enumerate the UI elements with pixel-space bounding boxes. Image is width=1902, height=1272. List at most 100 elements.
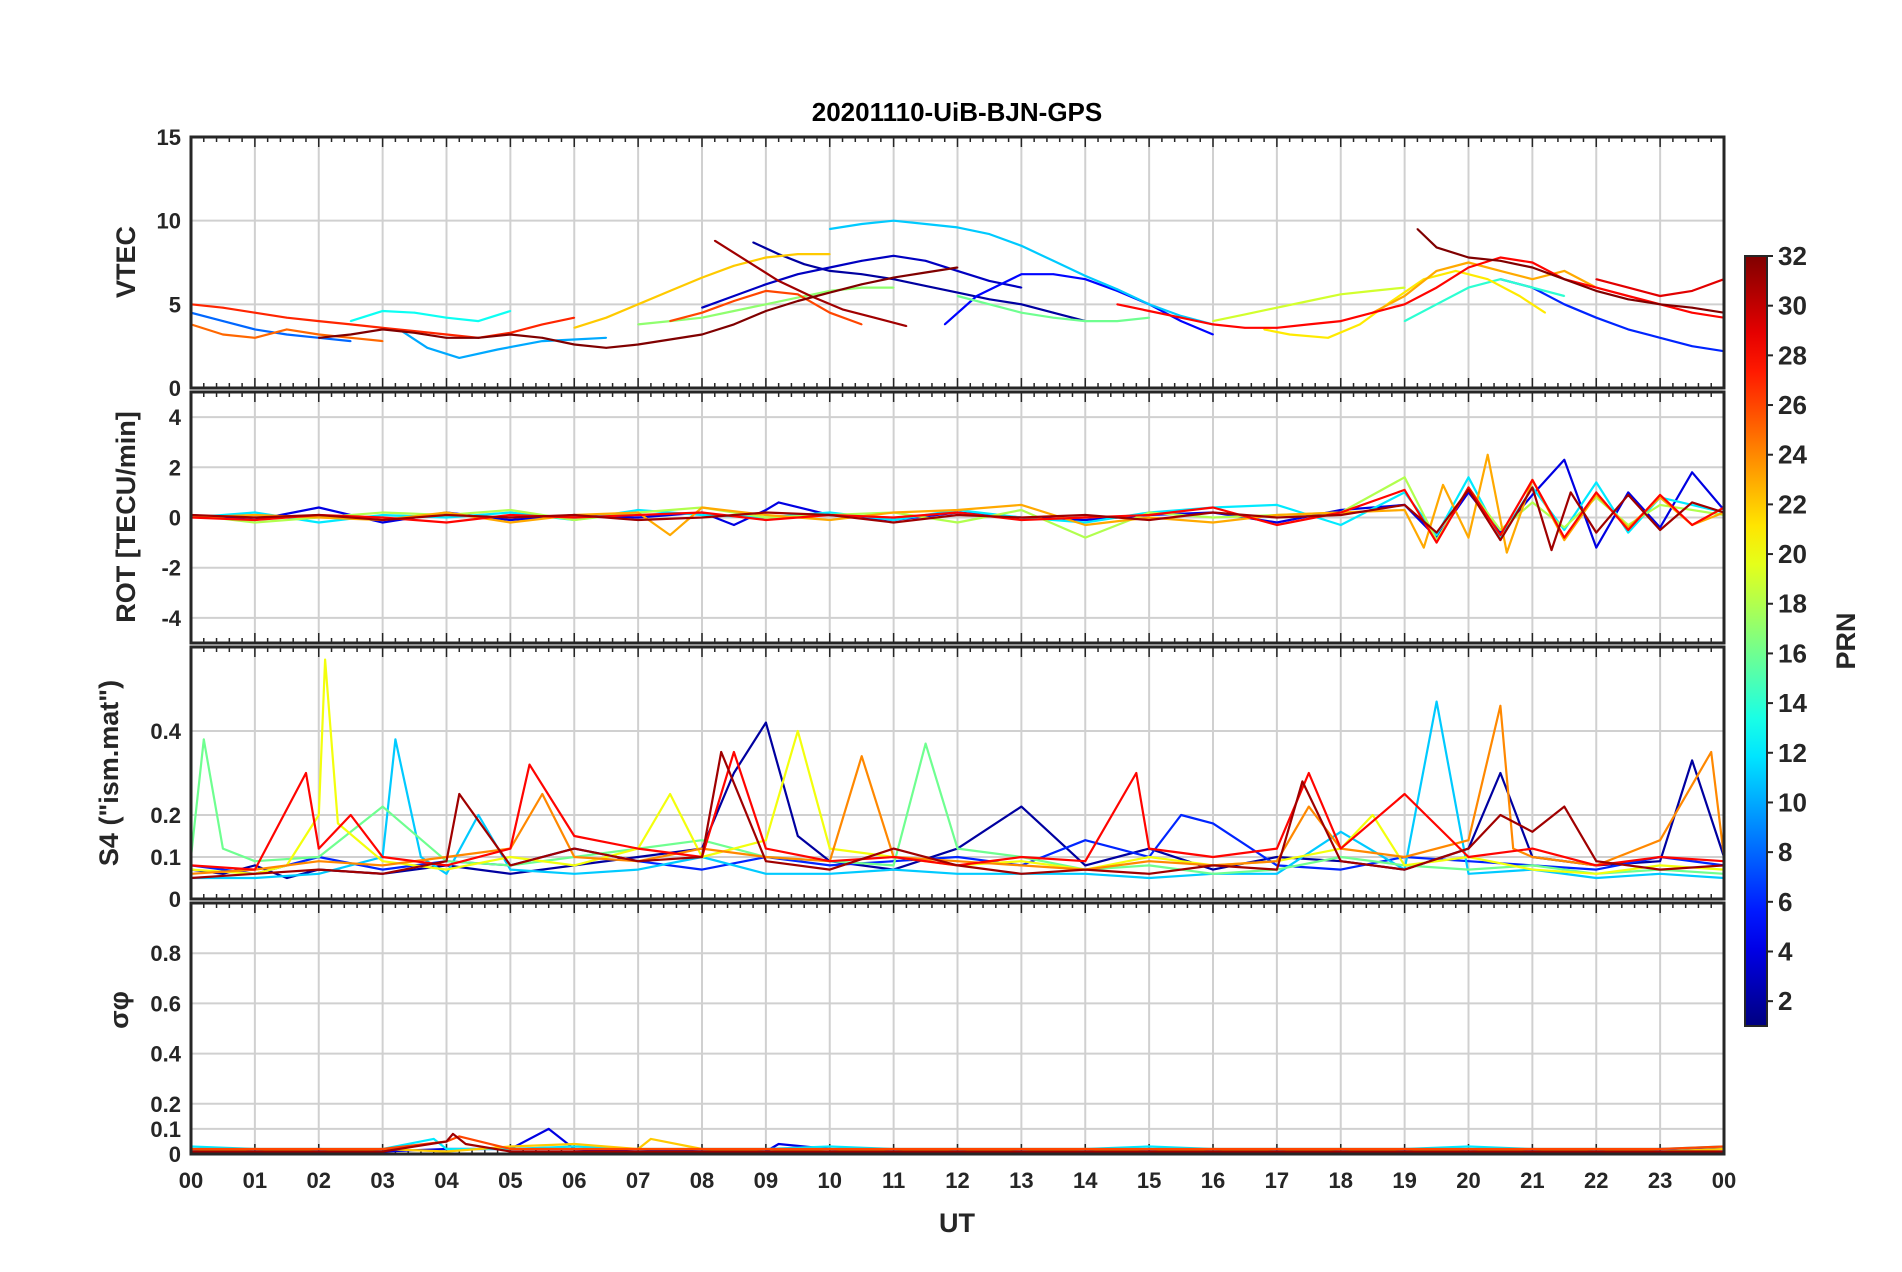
data-point bbox=[349, 323, 352, 326]
data-point bbox=[701, 516, 703, 519]
data-point bbox=[573, 864, 576, 867]
data-point bbox=[1212, 864, 1214, 867]
data-point bbox=[394, 738, 397, 741]
data-point bbox=[1595, 1148, 1598, 1150]
data-point bbox=[509, 847, 512, 850]
data-point bbox=[317, 516, 320, 519]
data-point bbox=[1275, 1148, 1278, 1150]
y-tick-label: 0 bbox=[169, 506, 181, 531]
data-point bbox=[1659, 868, 1662, 871]
data-point bbox=[1563, 269, 1566, 272]
data-point bbox=[1435, 541, 1438, 544]
data-point bbox=[1659, 872, 1662, 875]
data-point bbox=[1563, 278, 1566, 281]
data-point bbox=[509, 509, 512, 511]
data-point bbox=[445, 516, 448, 519]
x-tick-label: 04 bbox=[434, 1168, 459, 1193]
data-point bbox=[764, 1148, 767, 1150]
data-point bbox=[222, 333, 224, 336]
data-point bbox=[1467, 486, 1470, 489]
data-point bbox=[764, 514, 767, 516]
data-point bbox=[1339, 509, 1342, 511]
data-point bbox=[1499, 704, 1502, 707]
data-point bbox=[509, 864, 512, 867]
data-point bbox=[253, 860, 256, 863]
data-point bbox=[1020, 286, 1023, 289]
data-point bbox=[1148, 511, 1151, 514]
series-line-prn-6 bbox=[1500, 278, 1724, 353]
data-point bbox=[1595, 868, 1598, 871]
data-point bbox=[1212, 511, 1214, 514]
data-point bbox=[1212, 333, 1214, 336]
data-point bbox=[701, 839, 703, 842]
data-point bbox=[1084, 519, 1087, 521]
data-point bbox=[1595, 481, 1598, 484]
data-point bbox=[1467, 266, 1470, 269]
data-point bbox=[381, 856, 384, 858]
data-point bbox=[1691, 471, 1693, 474]
data-point bbox=[1627, 298, 1630, 301]
data-point bbox=[445, 333, 448, 336]
data-point bbox=[253, 328, 256, 331]
data-point bbox=[924, 259, 927, 262]
y-tick-label: 15 bbox=[157, 125, 181, 150]
data-point bbox=[828, 864, 831, 867]
x-tick-label: 10 bbox=[818, 1168, 842, 1193]
x-tick-label: 16 bbox=[1201, 1168, 1225, 1193]
data-point bbox=[1084, 864, 1087, 867]
y-tick-label: 0.8 bbox=[150, 941, 181, 966]
data-point bbox=[573, 1150, 576, 1153]
data-point bbox=[573, 343, 576, 346]
x-tick-label: 21 bbox=[1520, 1168, 1544, 1193]
data-point bbox=[381, 519, 384, 521]
data-point bbox=[1084, 521, 1087, 524]
data-point bbox=[1627, 491, 1630, 494]
data-point bbox=[669, 793, 671, 795]
data-point bbox=[1052, 273, 1055, 276]
data-point bbox=[1148, 856, 1151, 858]
data-point bbox=[924, 223, 927, 225]
data-point bbox=[317, 521, 320, 524]
data-point bbox=[860, 286, 863, 289]
data-point bbox=[988, 298, 991, 301]
data-point bbox=[1467, 839, 1470, 842]
data-point bbox=[892, 868, 895, 871]
data-point bbox=[381, 310, 384, 312]
data-point bbox=[1627, 494, 1630, 496]
data-point bbox=[752, 241, 754, 244]
data-point bbox=[1499, 269, 1502, 272]
data-point bbox=[764, 839, 767, 842]
data-point bbox=[796, 835, 799, 837]
data-point bbox=[1659, 856, 1662, 858]
data-point bbox=[317, 814, 320, 816]
data-point bbox=[381, 511, 384, 514]
data-point bbox=[1531, 261, 1534, 264]
data-point bbox=[764, 721, 767, 724]
y-tick-label: 0.6 bbox=[150, 991, 181, 1016]
y-tick-label: 10 bbox=[157, 209, 181, 234]
data-point bbox=[828, 291, 831, 294]
data-point bbox=[451, 1133, 454, 1135]
data-point bbox=[1288, 333, 1291, 336]
data-point bbox=[1212, 1150, 1214, 1153]
data-point bbox=[222, 320, 224, 322]
data-point bbox=[1467, 286, 1470, 289]
data-point bbox=[1563, 295, 1566, 297]
data-point bbox=[1403, 1148, 1406, 1150]
data-point bbox=[637, 323, 640, 326]
data-point bbox=[1435, 303, 1438, 306]
x-tick-label: 03 bbox=[370, 1168, 394, 1193]
colorbar-tick-label: 12 bbox=[1778, 738, 1807, 768]
data-point bbox=[1403, 868, 1406, 871]
data-point bbox=[381, 514, 384, 516]
data-point bbox=[1275, 306, 1278, 309]
data-point bbox=[828, 860, 831, 863]
data-point bbox=[1371, 290, 1374, 292]
data-point bbox=[1148, 1150, 1151, 1153]
data-point bbox=[349, 340, 352, 343]
data-point bbox=[1052, 316, 1055, 319]
data-point bbox=[1084, 278, 1087, 281]
data-point bbox=[733, 323, 735, 326]
data-point bbox=[605, 336, 608, 339]
data-point bbox=[381, 864, 384, 867]
